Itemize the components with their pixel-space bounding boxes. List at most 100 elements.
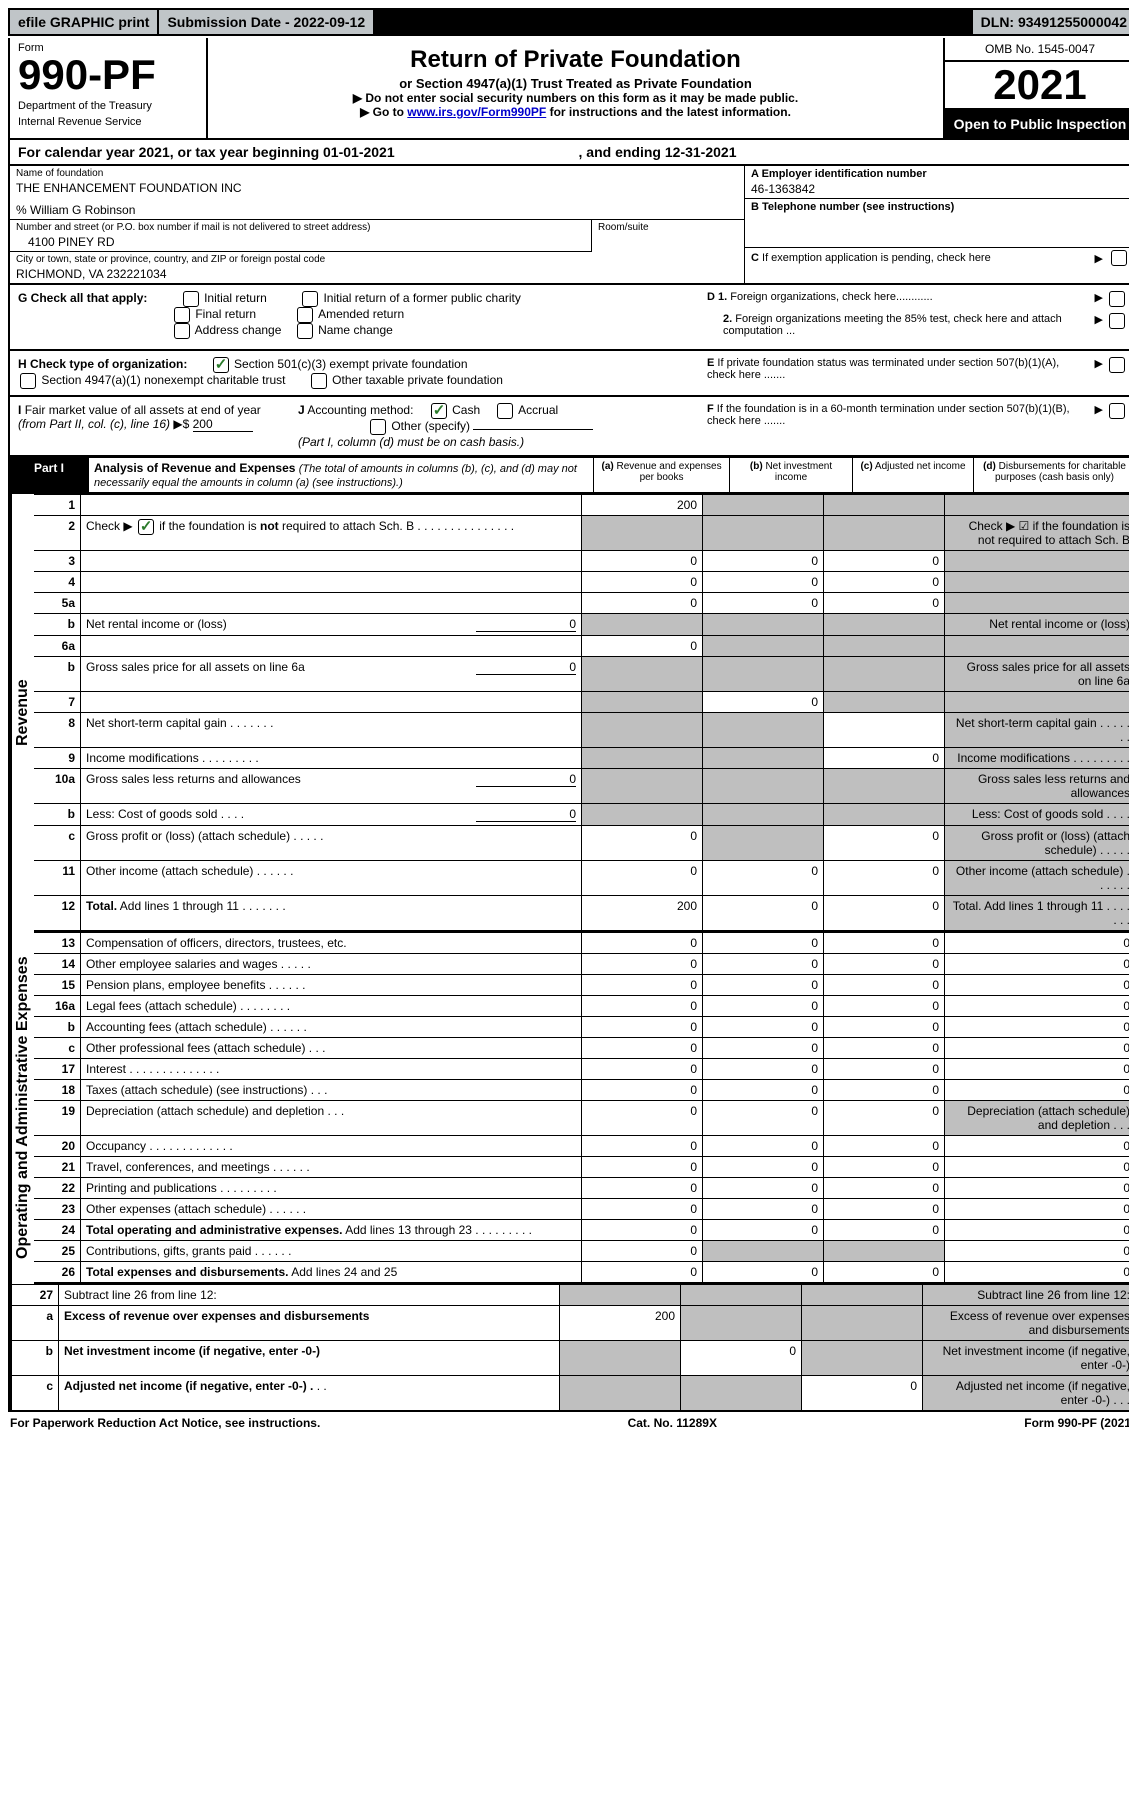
amt-a: 0 (582, 593, 703, 614)
info-left: Name of foundation THE ENHANCEMENT FOUND… (10, 166, 744, 283)
amt-b: 0 (703, 1101, 824, 1136)
amt-d (945, 572, 1129, 593)
amt-b: 0 (703, 861, 824, 896)
cb-final[interactable] (174, 307, 190, 323)
amt-b: 0 (703, 692, 824, 713)
row-desc (81, 551, 582, 572)
cb-amended[interactable] (297, 307, 313, 323)
row-desc: Gross sales price for all assets on line… (81, 657, 582, 692)
cb-accrual[interactable] (497, 403, 513, 419)
amt-b: 0 (703, 933, 824, 954)
cb-f[interactable] (1109, 403, 1125, 419)
cb-d1[interactable] (1109, 291, 1125, 307)
page-footer: For Paperwork Reduction Act Notice, see … (8, 1412, 1129, 1434)
amt-d (945, 495, 1129, 516)
cb-4947[interactable] (20, 373, 36, 389)
cb-initial-former[interactable] (302, 291, 318, 307)
row-number: 10a (34, 769, 81, 804)
amt-b (681, 1306, 802, 1341)
amt-b: 0 (703, 1017, 824, 1038)
revenue-label: Revenue (10, 494, 34, 932)
amt-a: 0 (582, 996, 703, 1017)
amt-a (582, 657, 703, 692)
amt-a: 0 (582, 861, 703, 896)
cb-other-tax[interactable] (311, 373, 327, 389)
row-number: b (34, 1017, 81, 1038)
row-number: 23 (34, 1199, 81, 1220)
row-desc: Accounting fees (attach schedule) . . . … (81, 1017, 582, 1038)
row-desc: Excess of revenue over expenses and disb… (59, 1306, 560, 1341)
table-row: 21Travel, conferences, and meetings . . … (34, 1157, 1129, 1178)
row-number: 16a (34, 996, 81, 1017)
check-ij: I Fair market value of all assets at end… (18, 403, 707, 449)
cb-501c3[interactable] (213, 357, 229, 373)
amt-d: 0 (945, 954, 1129, 975)
cb-other-method[interactable] (370, 419, 386, 435)
amt-a: 0 (582, 826, 703, 861)
table-row: 27Subtract line 26 from line 12:Subtract… (11, 1285, 1129, 1306)
amt-d: 0 (945, 1241, 1129, 1262)
row-number: 13 (34, 933, 81, 954)
amt-d: Total. Add lines 1 through 11 . . . . . … (945, 896, 1129, 932)
amt-b: 0 (703, 551, 824, 572)
cb-name[interactable] (297, 323, 313, 339)
efile-label[interactable]: efile GRAPHIC print (10, 10, 159, 34)
amt-d: Net investment income (if negative, ente… (923, 1341, 1129, 1376)
row-number: 1 (34, 495, 81, 516)
cb-d2[interactable] (1109, 313, 1125, 329)
table-row: bNet rental income or (loss) 0Net rental… (34, 614, 1129, 636)
checkbox-c[interactable] (1111, 250, 1127, 266)
table-row: 23Other expenses (attach schedule) . . .… (34, 1199, 1129, 1220)
table-row: 20Occupancy . . . . . . . . . . . . .000… (34, 1136, 1129, 1157)
cb-schb[interactable] (138, 519, 154, 535)
amt-a: 0 (582, 1059, 703, 1080)
amt-c (824, 692, 945, 713)
row-number: 18 (34, 1080, 81, 1101)
amt-c: 0 (824, 1157, 945, 1178)
amt-a: 0 (582, 1241, 703, 1262)
amt-b (703, 516, 824, 551)
row-desc: Other expenses (attach schedule) . . . .… (81, 1199, 582, 1220)
row-number: b (34, 804, 81, 826)
cb-cash[interactable] (431, 403, 447, 419)
amt-c: 0 (824, 1199, 945, 1220)
amt-d: 0 (945, 1017, 1129, 1038)
amt-c (824, 516, 945, 551)
amt-d (945, 636, 1129, 657)
amt-c (802, 1285, 923, 1306)
row-desc: Gross sales less returns and allowances0 (81, 769, 582, 804)
amt-a: 0 (582, 1136, 703, 1157)
amt-a: 0 (582, 551, 703, 572)
info-grid: Name of foundation THE ENHANCEMENT FOUND… (8, 166, 1129, 285)
row-desc: Total. Add lines 1 through 11 . . . . . … (81, 896, 582, 932)
cb-initial[interactable] (183, 291, 199, 307)
amt-b: 0 (703, 896, 824, 932)
part-title-cell: Analysis of Revenue and Expenses (The to… (89, 458, 594, 494)
amt-d: 0 (945, 1178, 1129, 1199)
ein-cell: A Employer identification number 46-1363… (745, 166, 1129, 199)
irs-link[interactable]: www.irs.gov/Form990PF (407, 105, 546, 119)
expenses-label: Operating and Administrative Expenses (10, 932, 34, 1284)
amt-d: Gross sales less returns and allowances (945, 769, 1129, 804)
row-desc: Pension plans, employee benefits . . . .… (81, 975, 582, 996)
amt-d (945, 593, 1129, 614)
amt-b (703, 657, 824, 692)
row-desc: Total expenses and disbursements. Add li… (81, 1262, 582, 1284)
amt-b: 0 (703, 954, 824, 975)
row-desc: Compensation of officers, directors, tru… (81, 933, 582, 954)
cb-address[interactable] (174, 323, 190, 339)
row-desc: Other employee salaries and wages . . . … (81, 954, 582, 975)
amt-b (703, 748, 824, 769)
final-table: 27Subtract line 26 from line 12:Subtract… (10, 1284, 1129, 1412)
amt-c (824, 495, 945, 516)
irs-label: Internal Revenue Service (18, 116, 198, 128)
row-desc: Less: Cost of goods sold . . . .0 (81, 804, 582, 826)
cb-e[interactable] (1109, 357, 1125, 373)
amt-a: 0 (582, 954, 703, 975)
phone-cell: B Telephone number (see instructions) (745, 199, 1129, 248)
table-row: 2Check ▶ if the foundation is not requir… (34, 516, 1129, 551)
amt-a: 0 (582, 1199, 703, 1220)
amt-b: 0 (703, 1157, 824, 1178)
check-section-2: H Check type of organization: Section 50… (8, 351, 1129, 397)
col-d: (d) Disbursements for charitable purpose… (973, 458, 1129, 494)
